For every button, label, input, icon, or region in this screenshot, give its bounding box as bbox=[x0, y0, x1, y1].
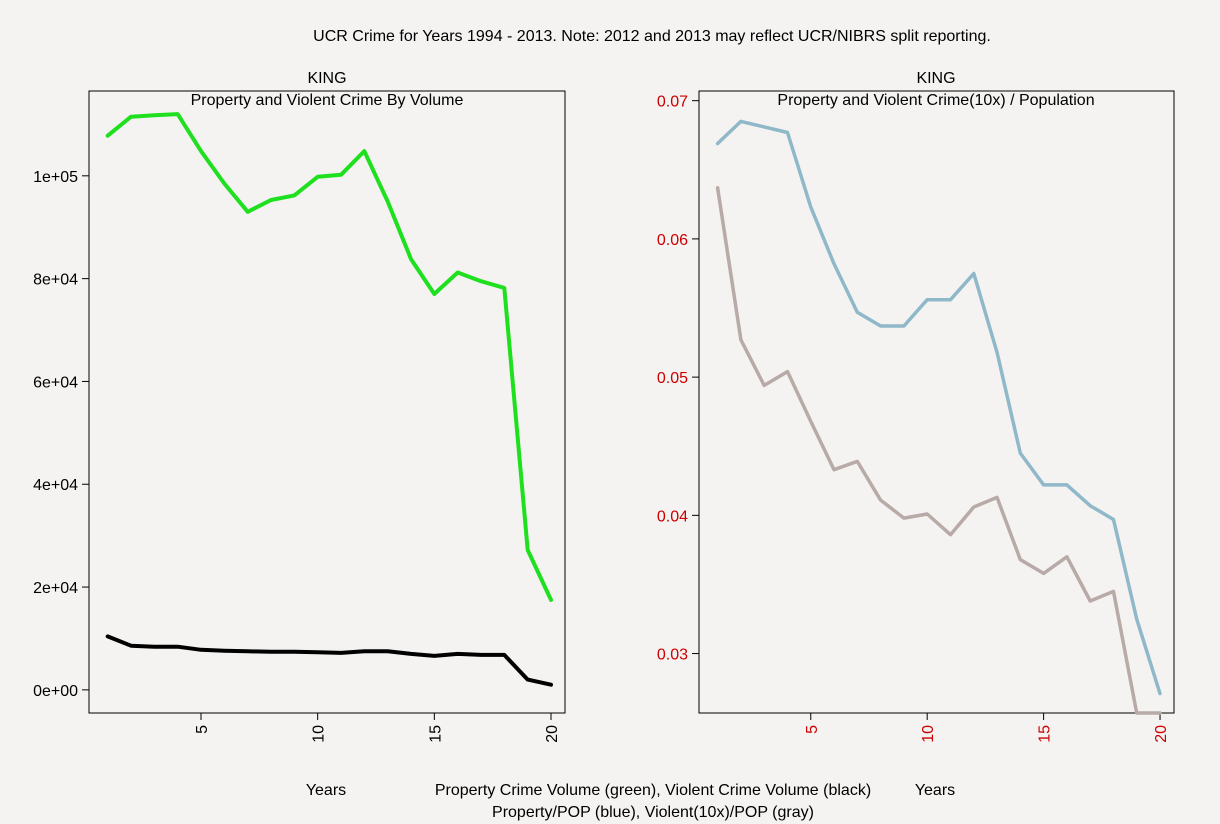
x-tick-label: 10 bbox=[311, 725, 328, 743]
y-axis: 0.03 0.04 0.05 0.06 0.07 bbox=[657, 94, 699, 664]
x-axis: 5 10 15 20 bbox=[804, 713, 1170, 743]
legend-line-1: Property Crime Volume (green), Violent C… bbox=[435, 782, 871, 799]
x-tick-label: 5 bbox=[804, 725, 821, 734]
series-line-blue bbox=[715, 119, 1162, 696]
y-tick-label: 2e+04 bbox=[33, 580, 78, 597]
y-tick-label: 0.04 bbox=[657, 508, 688, 525]
page-title: UCR Crime for Years 1994 - 2013. Note: 2… bbox=[313, 28, 991, 45]
x-tick-label: 15 bbox=[1037, 725, 1054, 743]
x-axis: 5 10 15 20 bbox=[194, 713, 561, 743]
x-tick-label: 5 bbox=[194, 725, 211, 734]
y-tick-label: 6e+04 bbox=[33, 374, 78, 391]
panel-title: KING bbox=[307, 70, 346, 87]
x-tick-label: 20 bbox=[1153, 725, 1170, 743]
series-lines bbox=[715, 119, 1162, 715]
panel-subtitle: Property and Violent Crime(10x) / Popula… bbox=[777, 92, 1094, 109]
y-tick-label: 1e+05 bbox=[33, 169, 78, 186]
x-tick-label: 15 bbox=[427, 725, 444, 743]
series-line-gray bbox=[715, 186, 1162, 715]
plot-frame bbox=[698, 90, 1175, 714]
y-tick-label: 0.03 bbox=[657, 647, 688, 664]
x-tick-label: 20 bbox=[544, 725, 561, 743]
y-tick-label: 0.06 bbox=[657, 232, 688, 249]
x-tick-label: 10 bbox=[920, 725, 937, 743]
y-axis: 0e+00 2e+04 4e+04 6e+04 8e+04 1e+05 bbox=[33, 169, 89, 700]
series-lines bbox=[105, 112, 553, 687]
y-tick-label: 8e+04 bbox=[33, 272, 78, 289]
x-axis-label: Years bbox=[915, 782, 955, 799]
y-tick-label: 0e+00 bbox=[33, 683, 78, 700]
plot-frame bbox=[88, 90, 566, 714]
panel-title: KING bbox=[916, 70, 955, 87]
chart-panel-per-population: KING Property and Violent Crime(10x) / P… bbox=[657, 70, 1175, 799]
chart-panel-volume: KING Property and Violent Crime By Volum… bbox=[33, 70, 566, 799]
x-axis-label: Years bbox=[306, 782, 346, 799]
y-tick-label: 0.05 bbox=[657, 370, 688, 387]
series-line-black bbox=[105, 634, 553, 687]
legend-line-2: Property/POP (blue), Violent(10x)/POP (g… bbox=[492, 804, 814, 821]
y-tick-label: 4e+04 bbox=[33, 477, 78, 494]
y-tick-label: 0.07 bbox=[657, 94, 688, 111]
series-line-green bbox=[105, 112, 553, 602]
panel-subtitle: Property and Violent Crime By Volume bbox=[191, 92, 464, 109]
